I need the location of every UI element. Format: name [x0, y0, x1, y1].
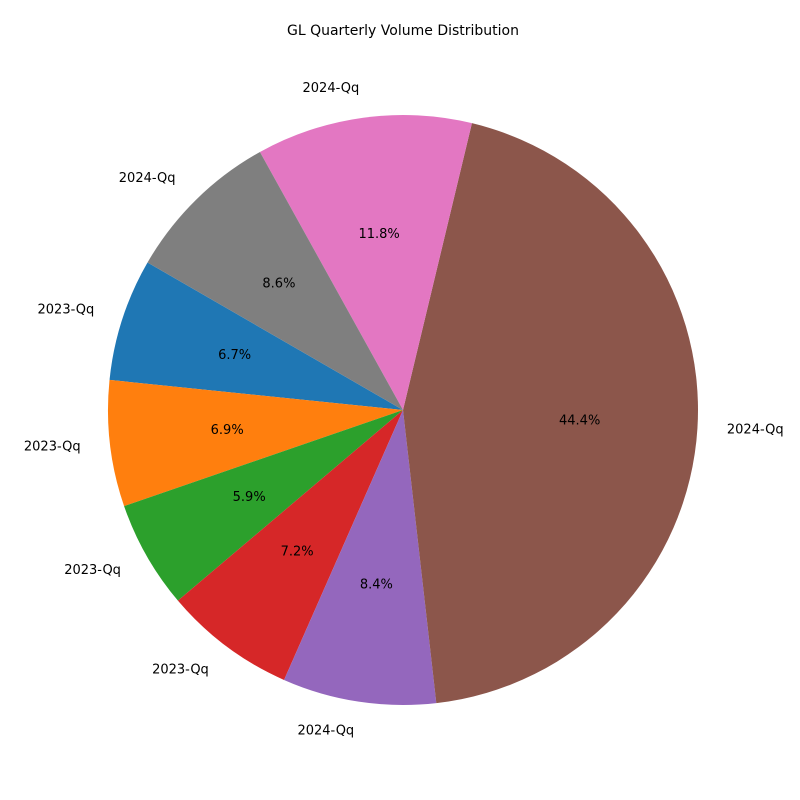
slice-label-5: 2024-Qq — [297, 723, 354, 738]
slice-percent-5: 8.4% — [360, 577, 393, 592]
slice-label-4: 2023-Qq — [152, 662, 209, 677]
pie-slice-2 — [108, 379, 404, 507]
slice-percent-7: 11.8% — [358, 227, 399, 242]
pie-slice-3 — [124, 410, 403, 601]
slice-percent-8: 8.6% — [262, 276, 295, 291]
slice-percent-6: 44.4% — [559, 413, 600, 428]
slice-label-2: 2023-Qq — [24, 440, 81, 455]
pie-labels: 2023-Qq 6.7% 2023-Qq 6.9% 2023-Qq 5.9% 2023-Qq… — [24, 81, 784, 738]
slice-label-8: 2024-Qq — [119, 171, 176, 186]
pie-slices — [108, 115, 698, 705]
pie-slice-7 — [259, 115, 472, 410]
slice-percent-1: 6.7% — [218, 348, 251, 363]
slice-percent-3: 5.9% — [233, 490, 266, 505]
pie-slice-4 — [177, 410, 403, 680]
chart-title: GL Quarterly Volume Distribution — [287, 23, 519, 39]
slice-label-6: 2024-Qq — [727, 422, 784, 437]
pie-slice-1 — [109, 262, 403, 410]
slice-percent-2: 6.9% — [211, 423, 244, 438]
pie-slice-6 — [403, 123, 698, 704]
slice-label-3: 2023-Qq — [64, 563, 121, 578]
slice-percent-4: 7.2% — [281, 544, 314, 559]
slice-label-1: 2023-Qq — [38, 303, 95, 318]
pie-slice-5 — [284, 410, 437, 705]
pie-slice-8 — [147, 152, 403, 410]
slice-label-7: 2024-Qq — [303, 81, 360, 96]
